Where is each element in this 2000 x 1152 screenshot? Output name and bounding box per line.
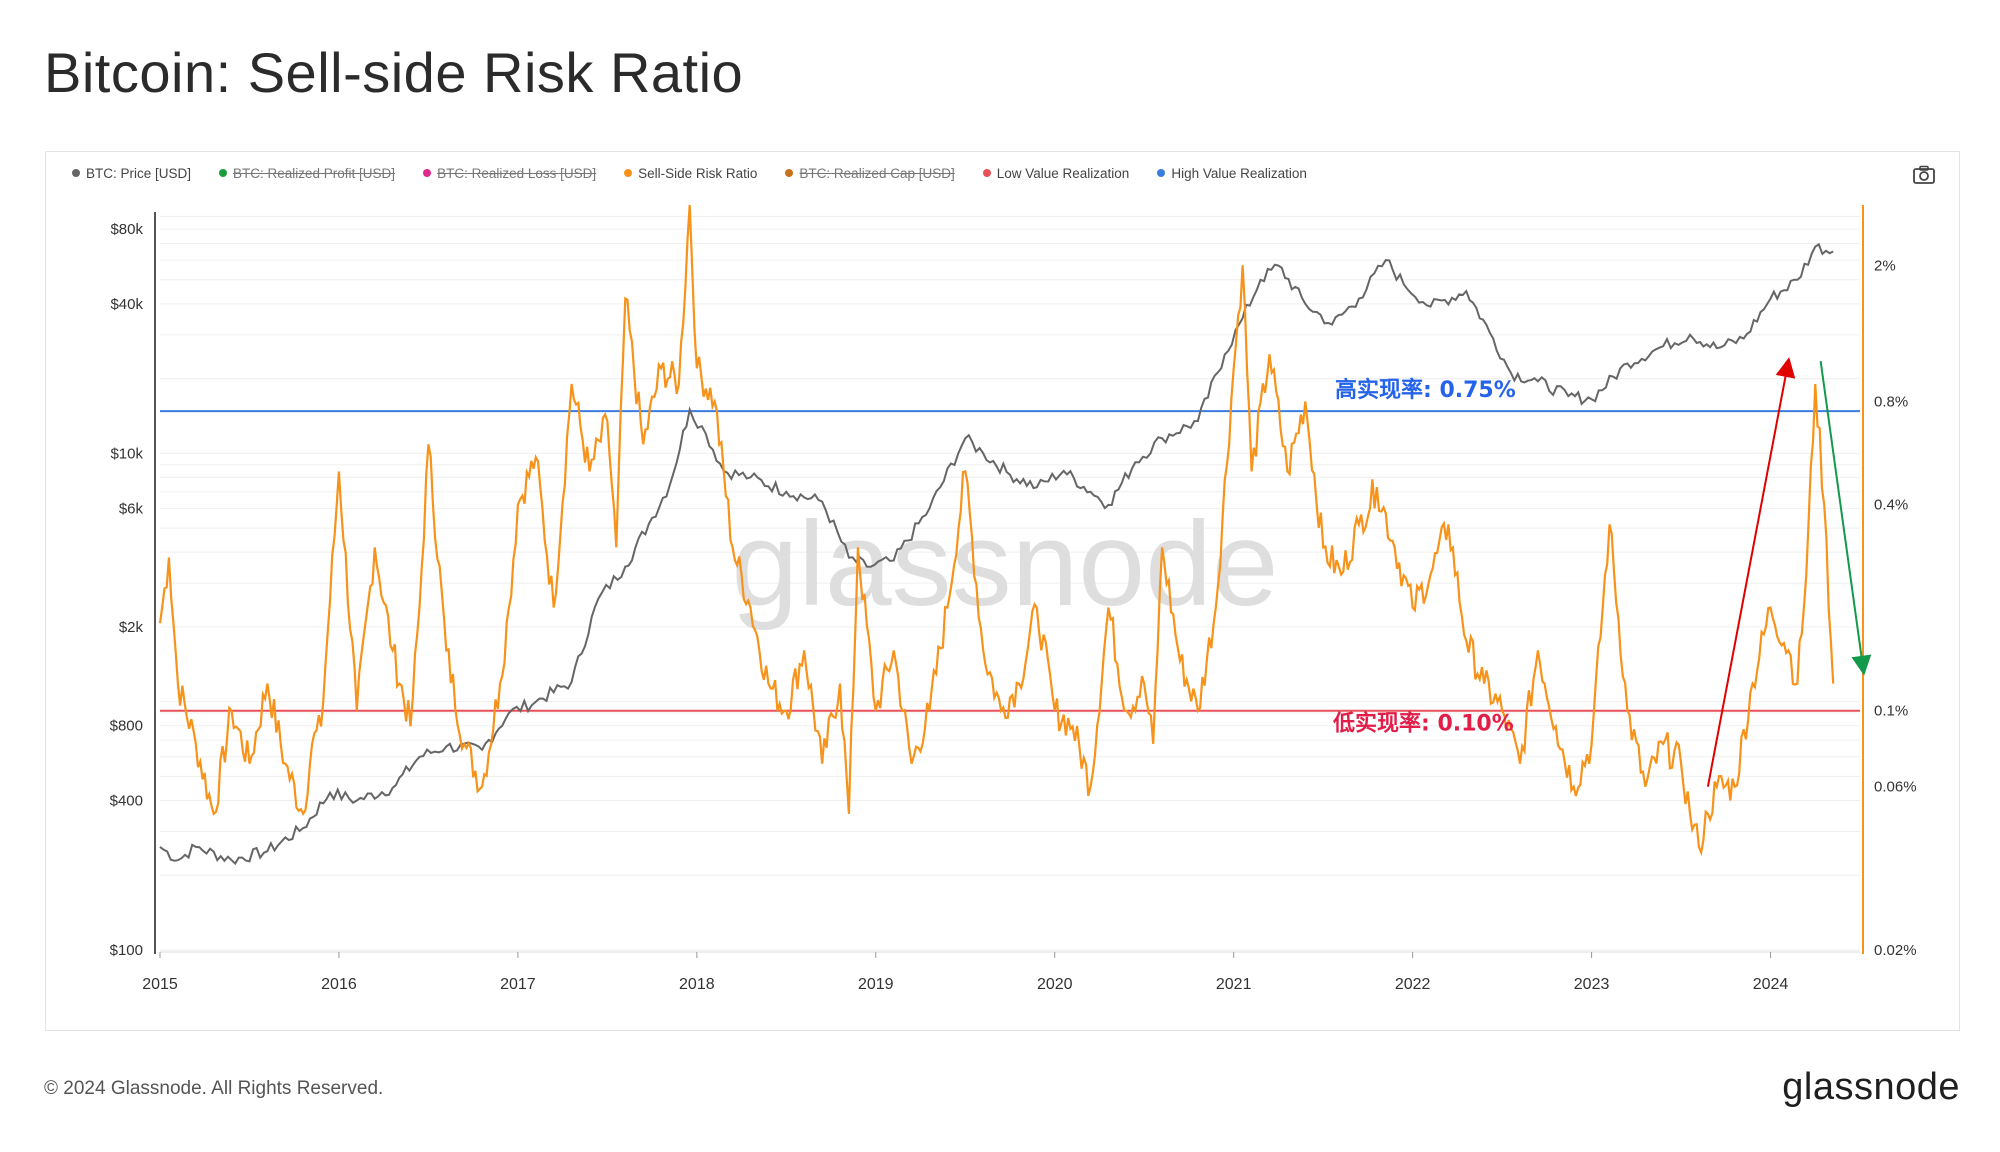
legend-item-0[interactable]: BTC: Price [USD] [72, 166, 191, 181]
legend-item-4[interactable]: BTC: Realized Cap [USD] [785, 165, 955, 181]
right-tick-label: 0.06% [1874, 779, 1917, 796]
legend-label: Low Value Realization [996, 165, 1130, 181]
low-realization-annotation: 低实现率: 0.10% [1332, 711, 1514, 737]
legend-item-1[interactable]: BTC: Realized Profit [USD] [219, 166, 395, 181]
legend-item-2[interactable]: BTC: Realized Loss [USD] [423, 166, 596, 181]
trend-arrow-1 [1819, 360, 1872, 676]
camera-icon[interactable] [1912, 164, 1936, 186]
right-tick-label: 2% [1874, 257, 1896, 274]
left-tick-label: $800 [110, 718, 143, 735]
left-tick-label: $10k [110, 445, 143, 462]
high-realization-annotation: 高实现率: 0.75% [1335, 377, 1516, 403]
watermark-text: glassnode [731, 497, 1278, 631]
copyright-footer: © 2024 Glassnode. All Rights Reserved. [44, 1078, 384, 1099]
legend-dot-icon [785, 169, 794, 177]
legend-dot-icon [1157, 169, 1166, 177]
legend-label: High Value Realization [1171, 165, 1307, 181]
x-tick-label: 2024 [1753, 976, 1789, 993]
legend-dot-icon [624, 169, 633, 177]
left-tick-label: $6k [119, 500, 144, 517]
legend-dot-icon [423, 169, 432, 177]
x-tick-label: 2019 [858, 976, 894, 993]
left-tick-label: $2k [119, 619, 144, 636]
right-tick-label: 0.8% [1874, 394, 1908, 411]
x-tick-label: 2020 [1037, 976, 1073, 993]
left-tick-label: $100 [110, 942, 143, 959]
legend-label: BTC: Realized Profit [USD] [233, 165, 396, 181]
legend-item-6[interactable]: High Value Realization [1157, 166, 1307, 181]
left-tick-label: $80k [110, 221, 143, 238]
x-tick-label: 2023 [1574, 976, 1610, 993]
legend-dot-icon [982, 169, 991, 177]
x-tick-label: 2015 [142, 976, 178, 993]
legend-item-5[interactable]: Low Value Realization [982, 165, 1130, 181]
right-tick-label: 0.02% [1874, 942, 1917, 959]
legend-item-3[interactable]: Sell-Side Risk Ratio [624, 166, 757, 181]
legend-label: BTC: Price [USD] [86, 165, 192, 181]
x-tick-label: 2018 [679, 976, 715, 993]
x-tick-label: 2016 [321, 976, 357, 993]
btc-price-line [159, 242, 1834, 866]
legend-label: BTC: Realized Cap [USD] [799, 165, 955, 181]
right-tick-label: 0.4% [1874, 497, 1908, 514]
page-title: Bitcoin: Sell-side Risk Ratio [44, 41, 744, 104]
legend-label: Sell-Side Risk Ratio [638, 165, 758, 181]
legend-dot-icon [219, 169, 228, 177]
chart-panel [45, 151, 1960, 1031]
left-tick-label: $40k [110, 296, 143, 313]
legend-dot-icon [72, 169, 80, 177]
glassnode-logo: glassnode [1782, 1066, 1960, 1108]
x-tick-label: 2017 [500, 976, 536, 993]
left-tick-label: $400 [110, 792, 143, 809]
legend-label: BTC: Realized Loss [USD] [437, 165, 597, 181]
trend-arrow-0 [1706, 357, 1796, 787]
chart-legend: BTC: Price [USD] BTC: Realized Profit [US… [72, 162, 1307, 184]
right-tick-label: 0.1% [1874, 703, 1908, 720]
sell-side-risk-ratio-line [158, 204, 1835, 857]
x-tick-label: 2022 [1395, 976, 1431, 993]
x-tick-label: 2021 [1216, 976, 1252, 993]
